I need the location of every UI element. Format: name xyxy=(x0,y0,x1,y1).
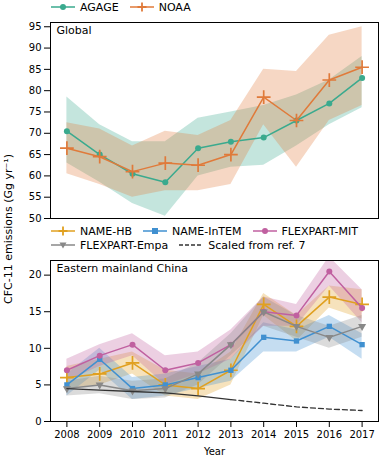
html-text:Scaled from ref. 7: Scaled from ref. 7 xyxy=(208,238,306,252)
svg-text:60: 60 xyxy=(29,170,42,181)
svg-text:80: 80 xyxy=(29,85,42,96)
svg-text:95: 95 xyxy=(29,21,42,32)
svg-text:2017: 2017 xyxy=(349,429,374,440)
svg-text:85: 85 xyxy=(29,64,42,75)
svg-text:5: 5 xyxy=(35,379,41,390)
html-text:CFC-11 emissions (Gg yr⁻¹): CFC-11 emissions (Gg yr⁻¹) xyxy=(1,153,15,304)
svg-text:Eastern mainland China: Eastern mainland China xyxy=(57,262,188,275)
svg-text:2010: 2010 xyxy=(120,429,145,440)
html-text:NAME-HB: NAME-HB xyxy=(80,224,132,238)
html-text:NAME-InTEM: NAME-InTEM xyxy=(172,224,242,238)
svg-text:2016: 2016 xyxy=(317,429,342,440)
svg-text:2009: 2009 xyxy=(87,429,112,440)
svg-text:55: 55 xyxy=(29,191,42,202)
svg-text:70: 70 xyxy=(29,127,42,138)
svg-text:Year: Year xyxy=(203,446,226,457)
svg-text:2012: 2012 xyxy=(185,429,210,440)
svg-text:2014: 2014 xyxy=(251,429,276,440)
svg-text:0: 0 xyxy=(35,416,41,427)
html-text:FLEXPART-Empa: FLEXPART-Empa xyxy=(80,238,169,252)
html-text:FLEXPART-MIT: FLEXPART-MIT xyxy=(281,224,358,238)
svg-text:75: 75 xyxy=(29,106,42,117)
svg-text:2011: 2011 xyxy=(153,429,178,440)
html-text:NOAA: NOAA xyxy=(158,0,191,14)
svg-text:2013: 2013 xyxy=(218,429,243,440)
svg-text:2015: 2015 xyxy=(284,429,309,440)
svg-text:20: 20 xyxy=(29,269,42,280)
svg-text:Global: Global xyxy=(57,24,92,37)
svg-text:90: 90 xyxy=(29,42,42,53)
svg-text:10: 10 xyxy=(29,343,42,354)
svg-text:15: 15 xyxy=(29,306,42,317)
svg-text:65: 65 xyxy=(29,149,42,160)
html-text:AGAGE: AGAGE xyxy=(80,0,119,14)
svg-text:50: 50 xyxy=(29,213,42,224)
svg-text:2008: 2008 xyxy=(54,429,79,440)
